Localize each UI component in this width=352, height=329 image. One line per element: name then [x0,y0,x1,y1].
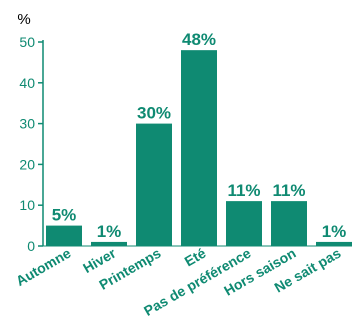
bar [91,241,127,246]
y-tick-label: 0 [27,238,35,254]
y-unit-label: % [17,11,30,28]
y-tick-label: 50 [19,34,35,50]
bar-value-label: 48% [182,30,216,49]
category-label: Eté [182,245,209,270]
bar-value-label: 11% [272,181,305,200]
bar [136,123,172,246]
y-tick-label: 30 [19,116,35,132]
y-tick-label: 20 [19,156,35,172]
bar-value-label: 1% [97,222,122,241]
bar-value-label: 11% [227,181,260,200]
value-labels: 5% 1% 30% 48% 11% 11% 1% [52,30,347,241]
category-label: Automne [13,245,74,289]
bar [226,201,262,246]
bar [46,225,82,246]
bars [46,50,352,246]
bar-value-label: 30% [137,104,171,123]
bar-value-label: 1% [322,222,347,241]
bar [271,201,307,246]
y-tick-label: 10 [19,197,35,213]
bar [316,241,352,246]
y-tick-label: 40 [19,75,35,91]
bar-value-label: 5% [52,206,77,225]
bar [181,50,217,246]
